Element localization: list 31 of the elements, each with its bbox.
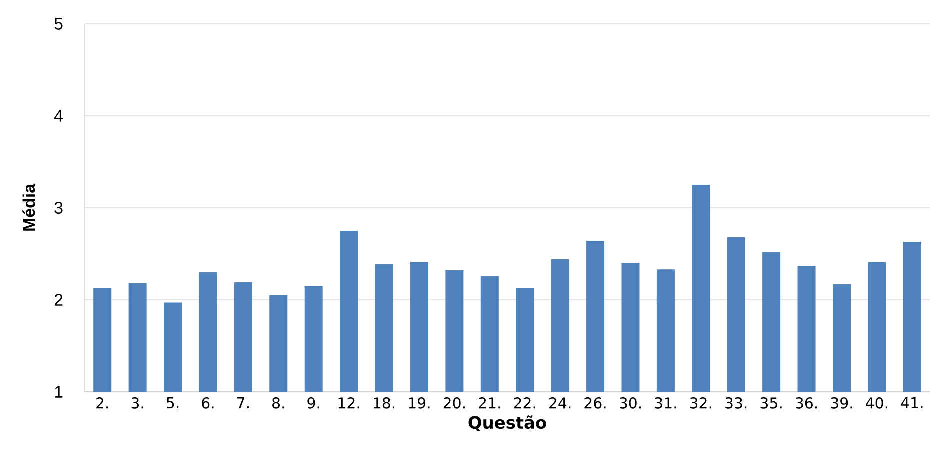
x-tick-label: 18. <box>374 398 395 409</box>
x-tick-label: 22. <box>514 398 536 409</box>
x-tick-label: 36. <box>796 398 818 409</box>
x-tick-label: 9. <box>308 398 320 409</box>
x-tick-label: 12. <box>338 398 360 409</box>
x-tick-label: 32. <box>690 398 712 409</box>
x-tick-label: 19. <box>409 398 430 409</box>
y-tick-label: 3 <box>54 202 63 214</box>
y-tick-label: 1 <box>55 386 63 398</box>
x-tick-label: 35. <box>760 398 782 409</box>
y-tick-label: 5 <box>54 18 63 30</box>
y-tick-label: 4 <box>54 110 63 122</box>
x-tick-label: 41. <box>901 398 923 408</box>
x-axis-title: Questão <box>468 416 546 432</box>
x-tick-label: 40. <box>866 398 888 409</box>
x-tick-label: 21. <box>479 398 500 409</box>
y-axis-title: Média <box>22 184 36 231</box>
x-tick-label: 33. <box>726 398 747 409</box>
x-tick-label: 5. <box>167 398 179 409</box>
x-tick-label: 6. <box>202 398 214 409</box>
x-tick-label: 26. <box>584 398 606 409</box>
x-tick-label: 3. <box>132 398 144 409</box>
x-tick-label: 2. <box>96 398 108 409</box>
x-tick-label: 8. <box>272 398 284 409</box>
x-tick-label: 20. <box>444 398 465 409</box>
x-tick-label: 7. <box>238 398 249 408</box>
x-tick-label: 24. <box>550 398 571 409</box>
x-tick-label: 30. <box>620 398 641 409</box>
x-tick-label: 39. <box>831 398 852 409</box>
x-tick-label: 31. <box>655 398 676 409</box>
y-tick-label: 2 <box>54 294 63 306</box>
